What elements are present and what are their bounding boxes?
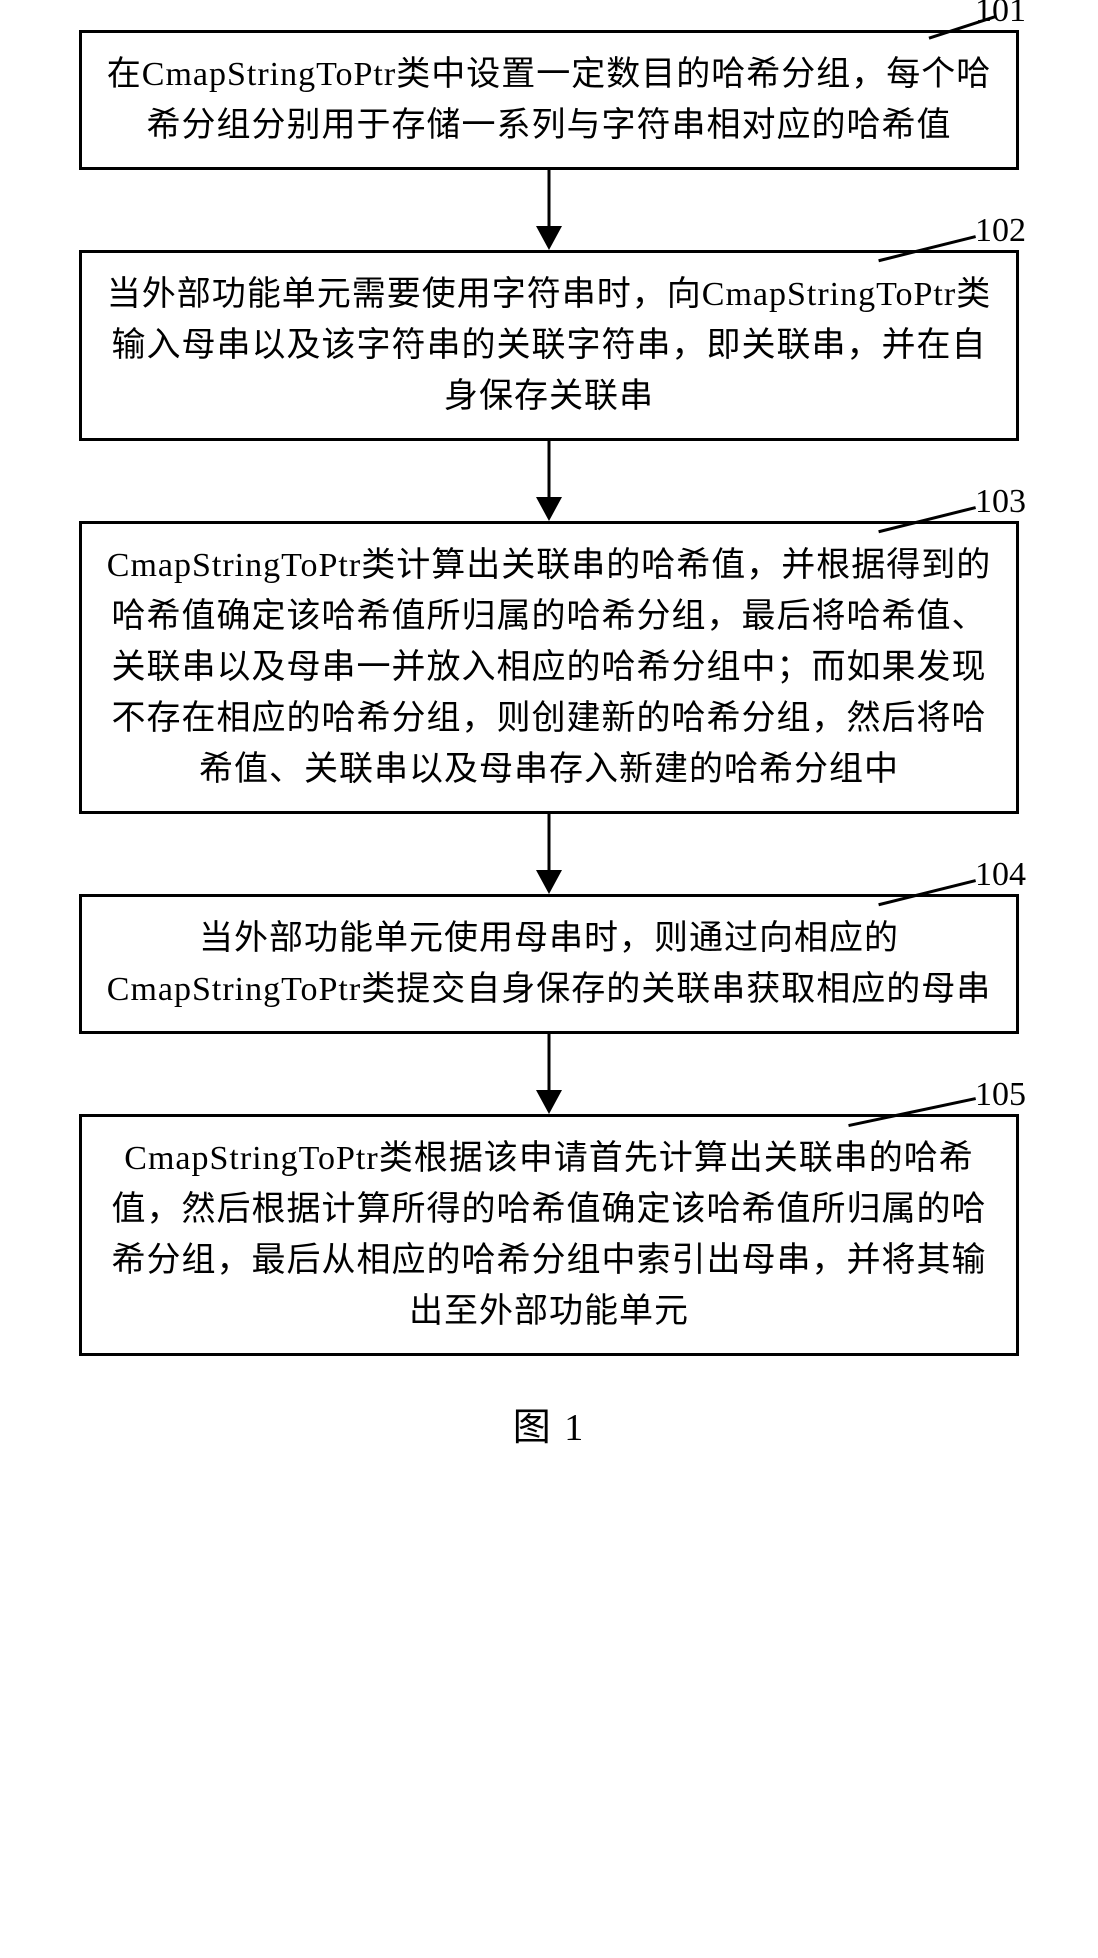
node-label-103: 103: [975, 476, 1026, 527]
flowchart-arrow: [50, 441, 1048, 521]
figure-caption: 图 1: [50, 1396, 1048, 1451]
flowchart-node-104: 104 当外部功能单元使用母串时，则通过向相应的CmapStringToPtr类…: [79, 894, 1019, 1034]
arrow-line: [548, 1034, 551, 1094]
arrow-line: [548, 814, 551, 874]
node-text-102: 当外部功能单元需要使用字符串时，向CmapStringToPtr类输入母串以及该…: [102, 269, 996, 422]
flowchart-node-101: 101 在CmapStringToPtr类中设置一定数目的哈希分组，每个哈希分组…: [79, 30, 1019, 170]
node-text-101: 在CmapStringToPtr类中设置一定数目的哈希分组，每个哈希分组分别用于…: [102, 49, 996, 151]
node-label-105: 105: [975, 1069, 1026, 1120]
arrow-line: [548, 441, 551, 501]
flowchart-arrow: [50, 170, 1048, 250]
flowchart-node-102: 102 当外部功能单元需要使用字符串时，向CmapStringToPtr类输入母…: [79, 250, 1019, 441]
flowchart-node-105: 105 CmapStringToPtr类根据该申请首先计算出关联串的哈希值，然后…: [79, 1114, 1019, 1356]
node-text-105: CmapStringToPtr类根据该申请首先计算出关联串的哈希值，然后根据计算…: [102, 1133, 996, 1337]
node-label-104: 104: [975, 849, 1026, 900]
flowchart-node-103: 103 CmapStringToPtr类计算出关联串的哈希值，并根据得到的哈希值…: [79, 521, 1019, 814]
arrow-head-icon: [536, 497, 562, 521]
node-text-104: 当外部功能单元使用母串时，则通过向相应的CmapStringToPtr类提交自身…: [102, 913, 996, 1015]
flowchart-arrow: [50, 814, 1048, 894]
flowchart-arrow: [50, 1034, 1048, 1114]
arrow-head-icon: [536, 1090, 562, 1114]
arrow-head-icon: [536, 870, 562, 894]
arrow-head-icon: [536, 226, 562, 250]
flowchart-container: 101 在CmapStringToPtr类中设置一定数目的哈希分组，每个哈希分组…: [50, 30, 1048, 1451]
node-label-101: 101: [975, 0, 1026, 36]
arrow-line: [548, 170, 551, 230]
node-text-103: CmapStringToPtr类计算出关联串的哈希值，并根据得到的哈希值确定该哈…: [102, 540, 996, 795]
node-label-102: 102: [975, 205, 1026, 256]
